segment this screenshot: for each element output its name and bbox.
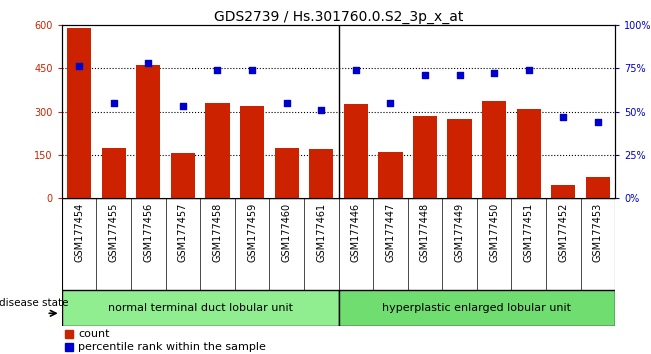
Text: normal terminal duct lobular unit: normal terminal duct lobular unit (107, 303, 293, 313)
Text: GSM177448: GSM177448 (420, 203, 430, 262)
Text: count: count (78, 329, 109, 339)
Bar (551, 185, 575, 198)
Point (523, 67, 534, 73)
Point (316, 107, 326, 113)
Text: GSM177461: GSM177461 (316, 203, 326, 262)
Point (454, 72, 465, 78)
Text: GSM177458: GSM177458 (212, 203, 223, 262)
Text: hyperplastic enlarged lobular unit: hyperplastic enlarged lobular unit (382, 303, 572, 313)
Point (143, 60, 154, 66)
Bar (482, 101, 506, 198)
Bar (413, 116, 437, 198)
Point (385, 100, 396, 105)
Point (420, 72, 430, 78)
Point (212, 67, 223, 73)
Bar (447, 119, 472, 198)
Title: GDS2739 / Hs.301760.0.S2_3p_x_at: GDS2739 / Hs.301760.0.S2_3p_x_at (214, 10, 464, 24)
Bar (67, 28, 91, 198)
FancyBboxPatch shape (62, 290, 339, 326)
Point (489, 70, 499, 76)
Bar (517, 109, 541, 198)
Text: GSM177450: GSM177450 (489, 203, 499, 262)
Text: GSM177460: GSM177460 (282, 203, 292, 262)
Bar (309, 149, 333, 198)
Text: disease state: disease state (0, 298, 69, 308)
Bar (65, 330, 73, 338)
Point (281, 100, 292, 105)
Bar (136, 65, 160, 198)
Bar (65, 343, 73, 351)
Text: GSM177459: GSM177459 (247, 203, 257, 262)
Text: GSM177452: GSM177452 (559, 203, 568, 262)
Point (558, 114, 568, 120)
Point (351, 67, 361, 73)
FancyBboxPatch shape (339, 290, 615, 326)
Text: GSM177451: GSM177451 (524, 203, 534, 262)
Point (592, 119, 603, 125)
Text: GSM177457: GSM177457 (178, 203, 188, 262)
Text: GSM177453: GSM177453 (593, 203, 603, 262)
Text: percentile rank within the sample: percentile rank within the sample (78, 342, 266, 352)
Bar (586, 177, 610, 198)
Text: GSM177447: GSM177447 (385, 203, 395, 262)
Text: GSM177455: GSM177455 (109, 203, 118, 262)
Point (178, 103, 188, 109)
Point (74, 64, 85, 69)
Point (109, 100, 119, 105)
Bar (240, 106, 264, 198)
Text: GSM177456: GSM177456 (143, 203, 153, 262)
Bar (171, 153, 195, 198)
Bar (205, 103, 230, 198)
Bar (378, 152, 402, 198)
Text: GSM177446: GSM177446 (351, 203, 361, 262)
Bar (275, 148, 299, 198)
Text: GSM177449: GSM177449 (454, 203, 465, 262)
Bar (344, 104, 368, 198)
Bar (102, 148, 126, 198)
Text: GSM177454: GSM177454 (74, 203, 84, 262)
Point (247, 67, 257, 73)
